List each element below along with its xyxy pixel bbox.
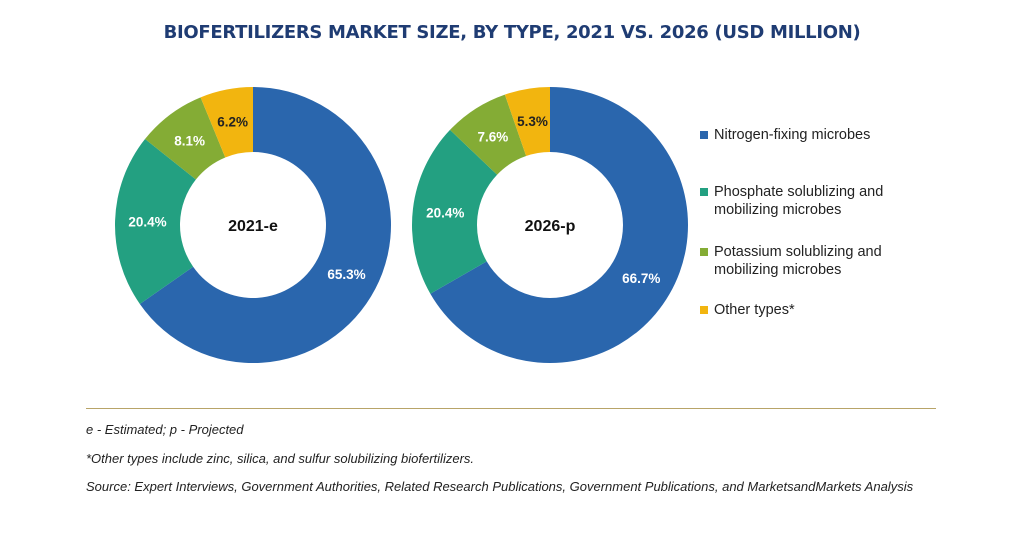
- slice-phosphate-2026: [411, 129, 498, 294]
- slice-potassium-2021: [145, 97, 226, 180]
- chart-title: BIOFERTILIZERS MARKET SIZE, BY TYPE, 202…: [163, 22, 861, 43]
- center-label: 2021-e: [228, 218, 278, 235]
- slice-other-2026: [504, 87, 550, 157]
- legend-swatch: [700, 131, 708, 139]
- legend-label: Phosphate solublizing and mobilizing mic…: [714, 184, 884, 218]
- legend-label: Other types*: [714, 302, 795, 318]
- value-label-other: 5.3%: [517, 114, 548, 129]
- value-label-phosphate: 20.4%: [128, 215, 166, 230]
- slice-potassium-2026: [449, 94, 527, 175]
- legend-label: Nitrogen-fixing microbes: [714, 127, 871, 143]
- legend-item-potassium: Potassium solublizing and mobilizing mic…: [700, 243, 914, 279]
- value-label-potassium: 8.1%: [174, 134, 205, 149]
- note-other-types: *Other types include zinc, silica, and s…: [86, 451, 475, 466]
- center-label: 2026-p: [525, 218, 576, 235]
- value-label-potassium: 7.6%: [478, 129, 509, 144]
- divider-rule: [86, 408, 936, 409]
- value-label-nitrogen: 65.3%: [327, 267, 365, 282]
- slice-phosphate-2021: [114, 139, 196, 304]
- legend-label: Potassium solublizing and mobilizing mic…: [714, 244, 882, 278]
- slice-other-2021: [200, 87, 253, 158]
- legend-swatch: [700, 188, 708, 196]
- slice-nitrogen-2026: [430, 87, 688, 363]
- legend-item-nitrogen: Nitrogen-fixing microbes: [700, 126, 914, 144]
- legend-swatch: [700, 248, 708, 256]
- value-label-other: 6.2%: [217, 114, 248, 129]
- slice-nitrogen-2021: [139, 87, 391, 364]
- legend-item-phosphate: Phosphate solublizing and mobilizing mic…: [700, 183, 914, 219]
- legend-swatch: [700, 306, 708, 314]
- note-estimated: e - Estimated; p - Projected: [86, 422, 244, 437]
- value-label-phosphate: 20.4%: [426, 205, 464, 220]
- legend-item-other: Other types*: [700, 301, 914, 319]
- note-source: Source: Expert Interviews, Government Au…: [86, 479, 914, 494]
- value-label-nitrogen: 66.7%: [622, 271, 660, 286]
